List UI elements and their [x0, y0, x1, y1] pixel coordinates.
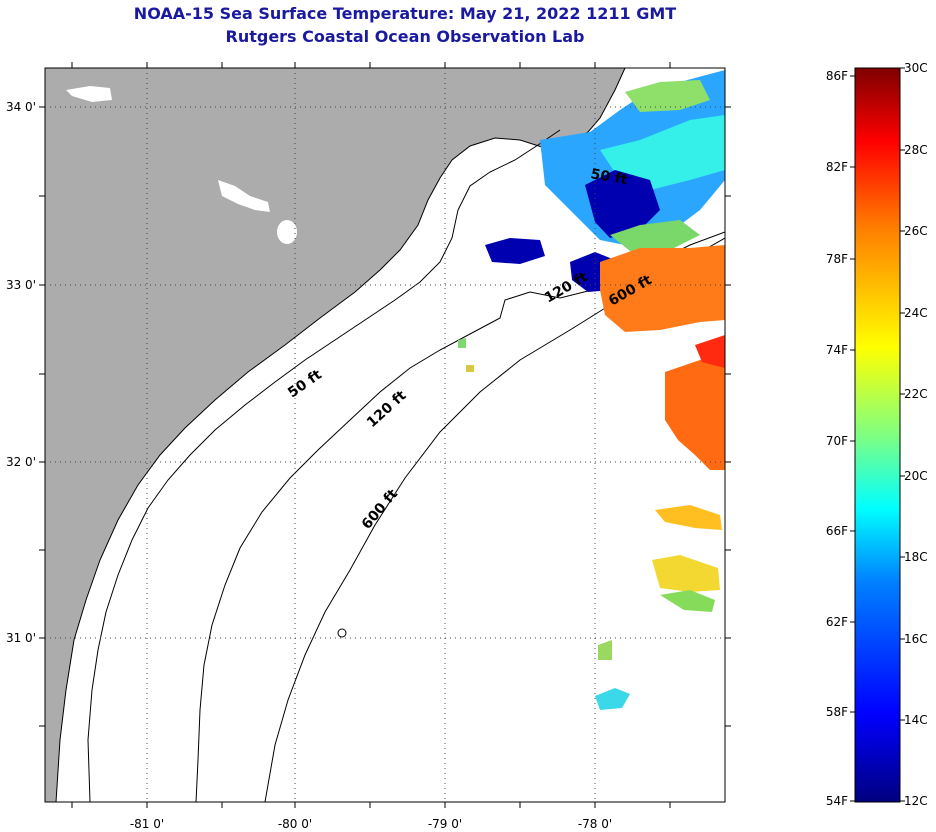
- land-mass: [45, 68, 625, 802]
- colorbar-f-label: 58F: [826, 705, 848, 719]
- colorbar-f-label: 74F: [826, 343, 848, 357]
- sst-patch-orange-main: [600, 245, 725, 332]
- colorbar-c-label: 28C: [904, 143, 928, 157]
- lat-label: 31 0': [6, 631, 36, 645]
- lake: [277, 220, 297, 244]
- sst-patch-north-green: [625, 80, 710, 112]
- colorbar-f-label: 82F: [826, 160, 848, 174]
- colorbar-c-label: 16C: [904, 632, 928, 646]
- colorbar-f-label: 62F: [826, 615, 848, 629]
- sst-patch-yellow-south2: [652, 555, 720, 592]
- sst-patch-green-south2: [598, 640, 612, 660]
- contour-50ft: [87, 129, 561, 802]
- colorbar-c-label: 22C: [904, 387, 928, 401]
- seamount-contour: [337, 628, 347, 638]
- colorbar-c-label: 30C: [904, 61, 928, 75]
- graticule: [45, 68, 725, 802]
- lon-label: -78 0': [578, 817, 612, 831]
- contour-label-50ft: 50 ft: [285, 367, 325, 402]
- map-subtitle: Rutgers Coastal Ocean Observation Lab: [225, 27, 585, 46]
- colorbar-f-label: 78F: [826, 252, 848, 266]
- colorbar-c-label: 26C: [904, 224, 928, 238]
- map-title: NOAA-15 Sea Surface Temperature: May 21,…: [133, 4, 677, 23]
- lon-label: -81 0': [130, 817, 164, 831]
- map-frame: [44, 67, 726, 803]
- colorbar-c-label: 14C: [904, 713, 928, 727]
- contour-label-50ft: 50 ft: [589, 166, 629, 188]
- colorbar-f-label: 54F: [826, 794, 848, 808]
- lon-label: -79 0': [428, 817, 462, 831]
- colorbar-f-label: 66F: [826, 524, 848, 538]
- sst-patch-north-green2: [610, 220, 700, 255]
- colorbar: [854, 67, 901, 803]
- sst-patch-cyan-south: [595, 688, 630, 710]
- sst-patch-navy-west: [485, 238, 545, 264]
- colorbar-c-label: 24C: [904, 306, 928, 320]
- sst-patch-red-east: [695, 335, 725, 368]
- lake: [66, 86, 112, 102]
- contour-120ft: [195, 231, 725, 802]
- lat-label: 33 0': [6, 278, 36, 292]
- lat-label: 34 0': [6, 100, 36, 114]
- colorbar-c-label: 18C: [904, 550, 928, 564]
- colorbar-c-label: 12C: [904, 794, 928, 808]
- colorbar-f-label: 86F: [826, 69, 848, 83]
- sst-patch-green-dot: [458, 338, 466, 348]
- lon-label: -80 0': [278, 817, 312, 831]
- colorbar-c-label: 20C: [904, 469, 928, 483]
- colorbar-f-label: 70F: [826, 434, 848, 448]
- lat-label: 32 0': [6, 455, 36, 469]
- sst-patch-yellow-dot: [466, 365, 474, 372]
- lake: [218, 180, 270, 212]
- sst-patch-orange-east: [665, 352, 725, 470]
- sst-patch-yellow-south: [655, 505, 722, 530]
- map-ticks: [39, 62, 731, 808]
- contour-label-120ft: 120 ft: [364, 388, 410, 431]
- contour-label-600ft: 600 ft: [359, 486, 402, 532]
- sst-patch-north-navy: [585, 170, 660, 238]
- colorbar-ticks: [850, 67, 905, 802]
- sst-patch-green-south: [660, 590, 715, 612]
- sst-patch-north-cyan: [600, 115, 725, 190]
